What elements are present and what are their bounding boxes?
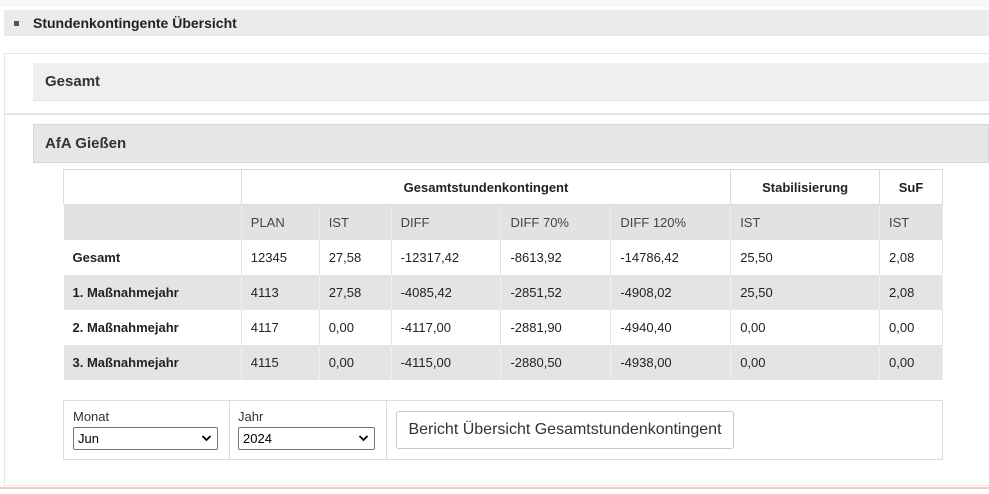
cell-diff70: -2880,50 — [500, 344, 612, 380]
report-button[interactable]: Bericht Übersicht Gesamtstundenkontingen… — [396, 411, 734, 449]
group-header-suf: SuF — [879, 169, 943, 205]
cell-diff: -4085,42 — [391, 274, 502, 310]
cell-ist: 27,58 — [319, 274, 392, 310]
cell-diff120: -4908,02 — [610, 274, 732, 310]
chevron-down-icon — [358, 435, 369, 442]
column-header-stab-ist: IST — [730, 204, 881, 240]
cell-stab-ist: 0,00 — [730, 309, 881, 345]
column-header-ist: IST — [319, 204, 392, 240]
section-afa-header[interactable]: AfA Gießen — [33, 124, 989, 163]
group-header-stabilisierung: Stabilisierung — [730, 169, 881, 205]
monat-select-value: Jun — [78, 431, 99, 446]
section-divider — [4, 113, 989, 115]
section-gesamt-header[interactable]: Gesamt — [33, 63, 989, 101]
cell-ist: 0,00 — [319, 309, 392, 345]
bottom-border — [0, 487, 989, 489]
group-header-gesamtstunden: Gesamtstundenkontingent — [240, 169, 732, 205]
cell-stab-ist: 25,50 — [730, 239, 881, 275]
cell-suf-ist: 2,08 — [879, 274, 943, 310]
table-row: Gesamt 12345 27,58 -12317,42 -8613,92 -1… — [63, 239, 943, 275]
table-row: 3. Maßnahmejahr 4115 0,00 -4115,00 -2880… — [63, 344, 943, 380]
monat-label: Monat — [73, 409, 110, 424]
column-header-plan: PLAN — [241, 204, 320, 240]
cell-diff70: -2881,90 — [500, 309, 612, 345]
section-afa-title: AfA Gießen — [45, 135, 127, 152]
table-column-header-row: PLAN IST DIFF DIFF 70% DIFF 120% IST IST — [63, 204, 943, 240]
jahr-select[interactable]: 2024 — [238, 427, 375, 450]
cell-plan: 4115 — [241, 344, 320, 380]
column-header-diff70: DIFF 70% — [500, 204, 612, 240]
column-header-label — [63, 204, 242, 240]
jahr-select-value: 2024 — [243, 431, 272, 446]
cell-ist: 0,00 — [319, 344, 392, 380]
panel-title: Stundenkontingente Übersicht — [33, 15, 237, 31]
column-header-suf-ist: IST — [879, 204, 943, 240]
chevron-down-icon — [201, 435, 212, 442]
cell-diff: -12317,42 — [391, 239, 502, 275]
table-corner-cell — [63, 169, 242, 205]
top-border — [0, 0, 989, 7]
cell-plan: 4113 — [241, 274, 320, 310]
jahr-field-group: Jahr 2024 — [229, 401, 387, 459]
cell-plan: 4117 — [241, 309, 320, 345]
column-header-diff: DIFF — [391, 204, 502, 240]
table-row: 2. Maßnahmejahr 4117 0,00 -4117,00 -2881… — [63, 309, 943, 345]
cell-stab-ist: 0,00 — [730, 344, 881, 380]
cell-suf-ist: 2,08 — [879, 239, 943, 275]
panel-header[interactable]: Stundenkontingente Übersicht — [4, 10, 989, 36]
cell-diff70: -8613,92 — [500, 239, 612, 275]
jahr-label: Jahr — [238, 409, 264, 424]
cell-diff120: -4940,40 — [610, 309, 732, 345]
table-row: 1. Maßnahmejahr 4113 27,58 -4085,42 -285… — [63, 274, 943, 310]
cell-diff120: -14786,42 — [610, 239, 732, 275]
cell-diff: -4115,00 — [391, 344, 502, 380]
cell-diff120: -4938,00 — [610, 344, 732, 380]
cell-plan: 12345 — [241, 239, 320, 275]
square-bullet-icon — [14, 20, 19, 26]
cell-stab-ist: 25,50 — [730, 274, 881, 310]
section-gesamt-title: Gesamt — [45, 73, 101, 90]
column-header-diff120: DIFF 120% — [610, 204, 732, 240]
cell-diff: -4117,00 — [391, 309, 502, 345]
row-label: 1. Maßnahmejahr — [63, 274, 242, 310]
cell-suf-ist: 0,00 — [879, 344, 943, 380]
hours-table: Gesamtstundenkontingent Stabilisierung S… — [63, 169, 943, 380]
row-label: Gesamt — [63, 239, 242, 275]
cell-ist: 27,58 — [319, 239, 392, 275]
report-form: Monat Jun Jahr 2024 Bericht Übersicht Ge… — [63, 400, 943, 460]
row-label: 2. Maßnahmejahr — [63, 309, 242, 345]
monat-field-group: Monat Jun — [64, 401, 230, 459]
table-group-header-row: Gesamtstundenkontingent Stabilisierung S… — [63, 169, 943, 205]
monat-select[interactable]: Jun — [73, 427, 218, 450]
cell-diff70: -2851,52 — [500, 274, 612, 310]
cell-suf-ist: 0,00 — [879, 309, 943, 345]
row-label: 3. Maßnahmejahr — [63, 344, 242, 380]
